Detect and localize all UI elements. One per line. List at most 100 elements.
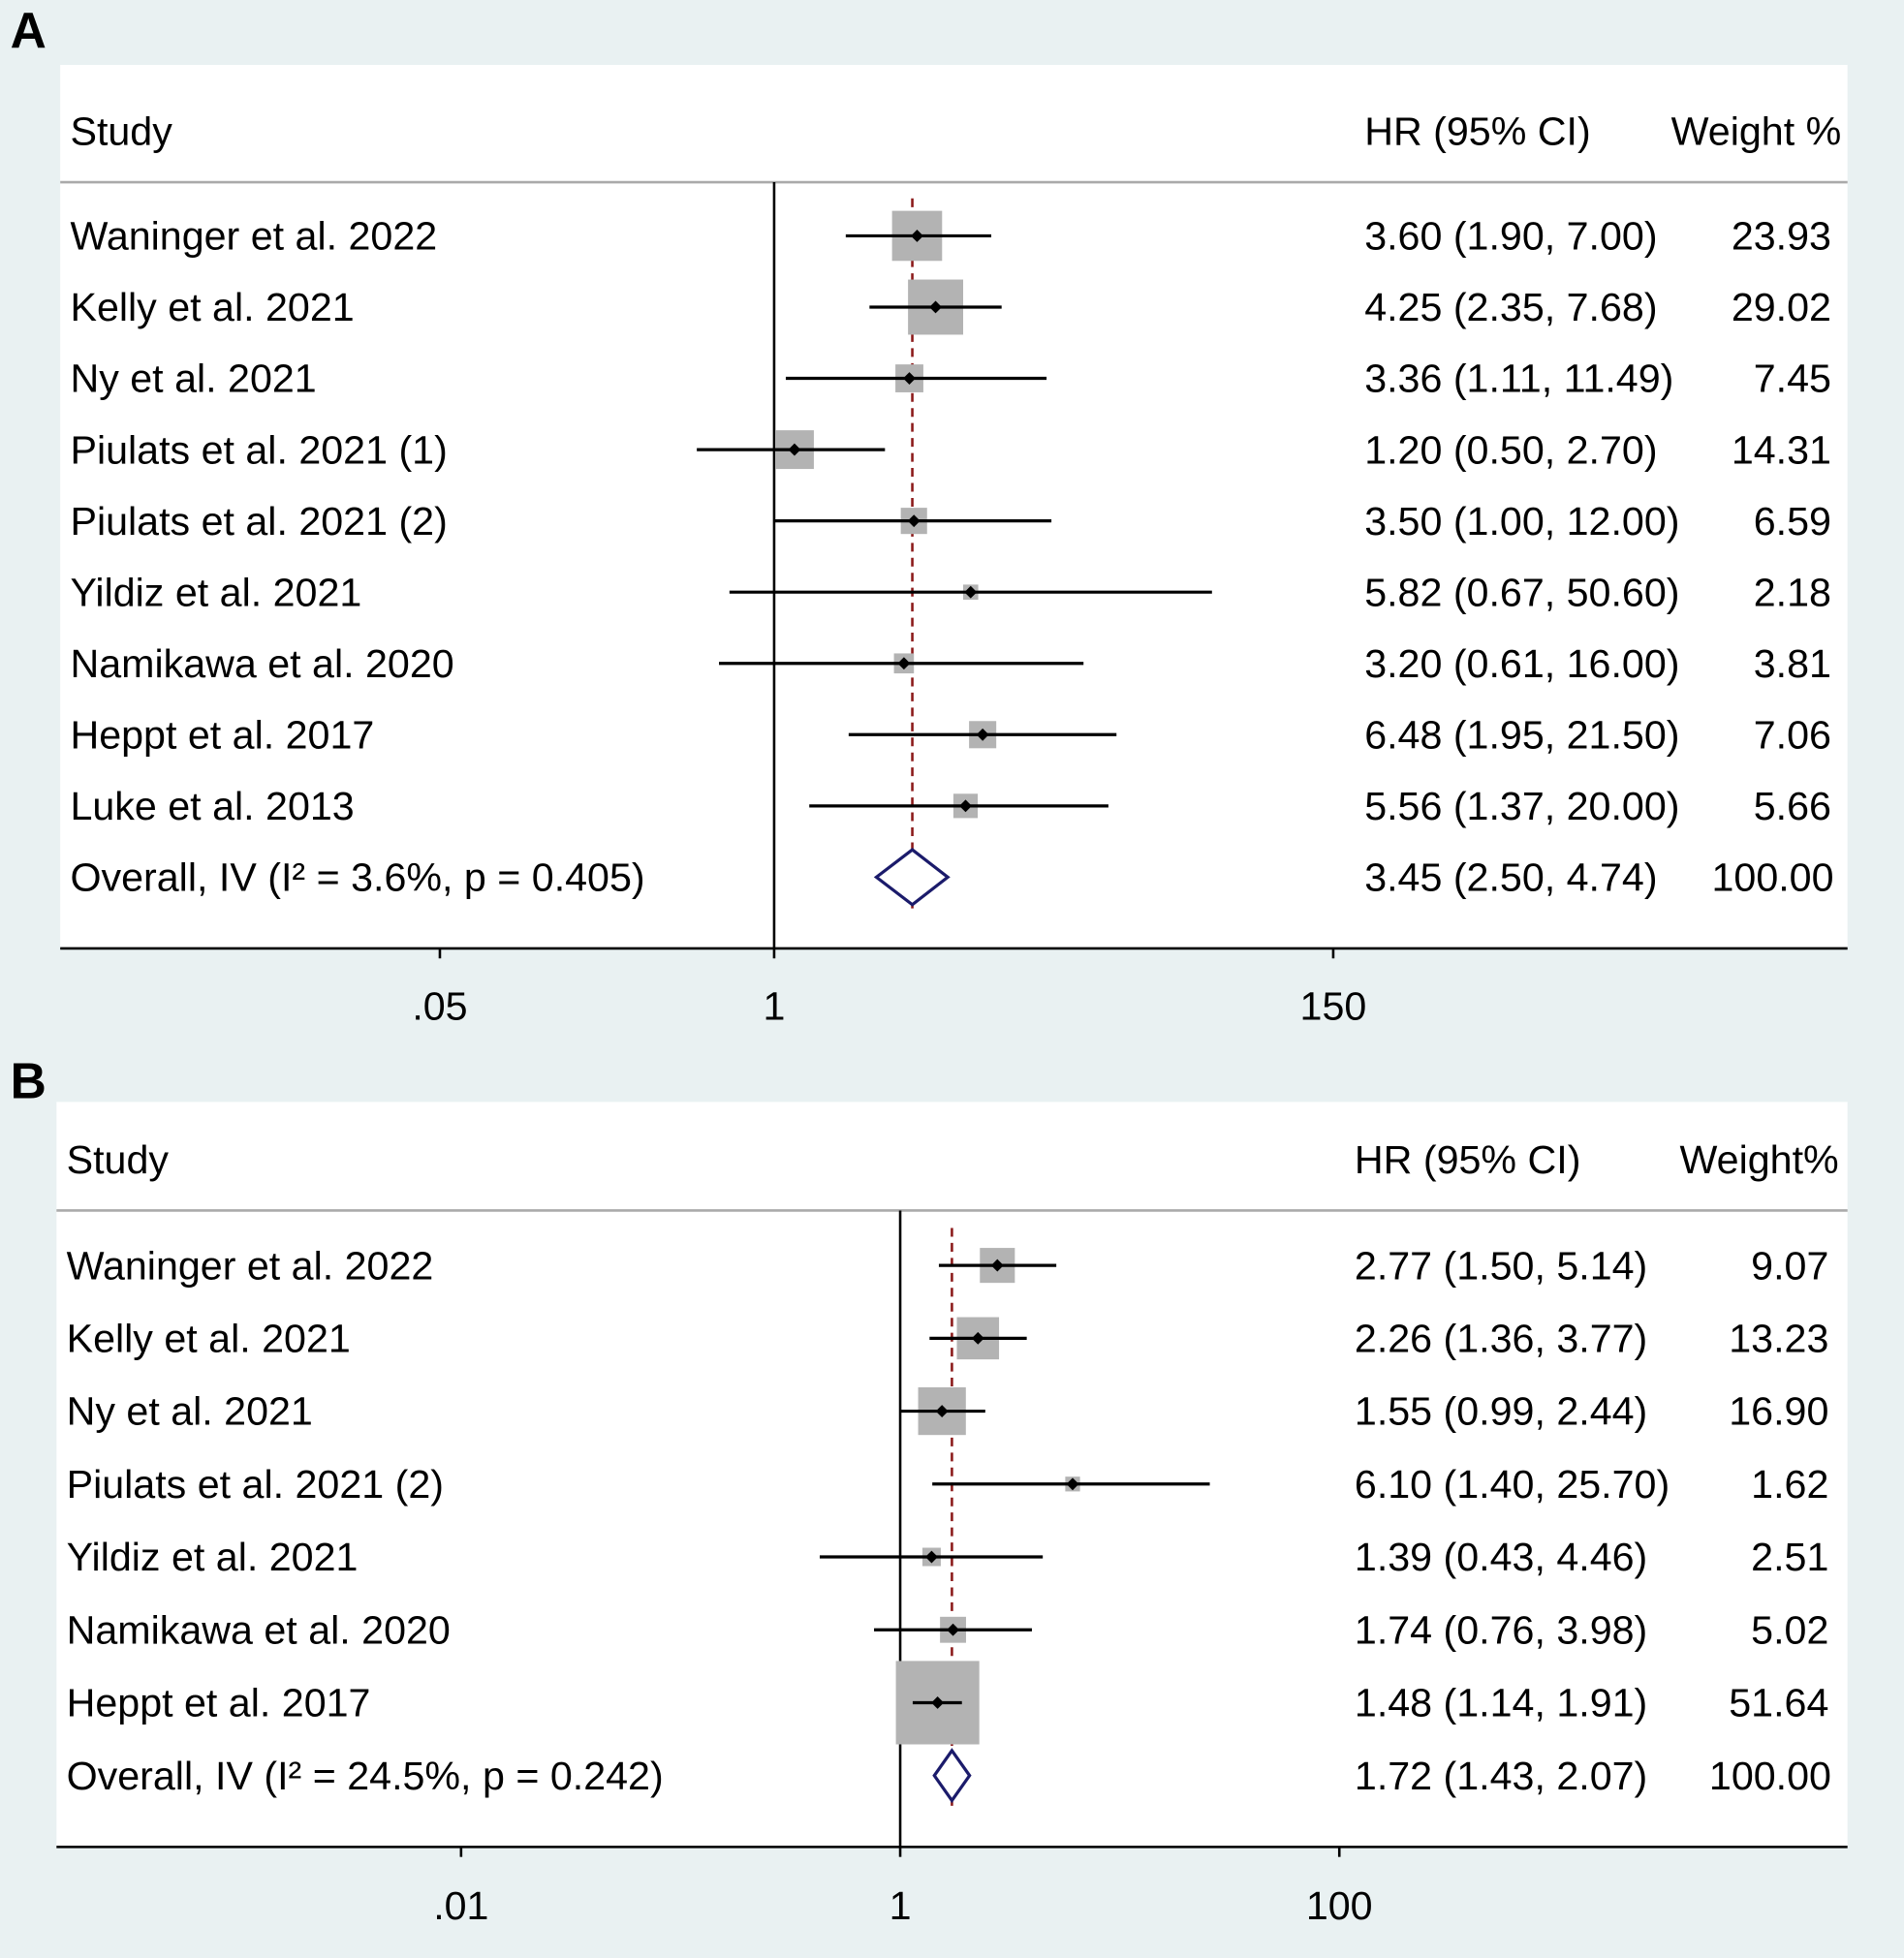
study-row: Yildiz et al. 2021 1.39 (0.43, 4.46) 2.51 xyxy=(67,1535,1829,1579)
overall-hr-ci-value: 1.72 (1.43, 2.07) xyxy=(1355,1754,1647,1798)
study-name: Kelly et al. 2021 xyxy=(67,1317,351,1361)
hr-ci-value: 3.20 (0.61, 16.00) xyxy=(1364,641,1679,686)
hr-ci-value: 3.36 (1.11, 11.49) xyxy=(1364,357,1673,401)
hr-ci-value: 1.55 (0.99, 2.44) xyxy=(1355,1389,1647,1434)
overall-label: Overall, IV (I² = 24.5%, p = 0.242) xyxy=(67,1754,664,1798)
point-estimate xyxy=(907,514,921,528)
hr-ci-value: 1.48 (1.14, 1.91) xyxy=(1355,1681,1647,1725)
weight-value: 16.90 xyxy=(1729,1389,1828,1434)
panel-label: A xyxy=(11,2,47,58)
study-name: Waninger et al. 2022 xyxy=(67,1243,434,1288)
hr-ci-value: 3.60 (1.90, 7.00) xyxy=(1364,214,1657,259)
x-tick-label: 150 xyxy=(1300,983,1367,1028)
x-tick-label: 100 xyxy=(1306,1883,1373,1928)
study-row: Ny et al. 2021 3.36 (1.11, 11.49) 7.45 xyxy=(70,357,1830,401)
point-estimate xyxy=(897,657,911,670)
weight-value: 13.23 xyxy=(1729,1317,1828,1361)
weight-value: 1.62 xyxy=(1751,1462,1828,1507)
hr-ci-value: 6.10 (1.40, 25.70) xyxy=(1355,1462,1670,1507)
x-tick-label: .01 xyxy=(433,1883,488,1928)
overall-hr-ci-value: 3.45 (2.50, 4.74) xyxy=(1364,855,1657,900)
point-estimate xyxy=(971,1331,984,1345)
overall-row: Overall, IV (I² = 3.6%, p = 0.405) 3.45 (… xyxy=(70,848,1834,907)
weight-value: 3.81 xyxy=(1754,641,1831,686)
hr-ci-value: 1.74 (0.76, 3.98) xyxy=(1355,1607,1647,1652)
point-estimate xyxy=(947,1623,959,1636)
header-estimate: HR (95% CI) xyxy=(1355,1137,1581,1182)
weight-value: 29.02 xyxy=(1732,285,1831,329)
study-row: Piulats et al. 2021 (2) 6.10 (1.40, 25.70… xyxy=(67,1462,1829,1507)
study-name: Piulats et al. 2021 (1) xyxy=(70,427,447,472)
study-name: Waninger et al. 2022 xyxy=(70,214,437,259)
overall-row: Overall, IV (I² = 24.5%, p = 0.242) 1.72 … xyxy=(67,1748,1831,1804)
weight-value: 5.66 xyxy=(1754,784,1831,828)
weight-value: 2.18 xyxy=(1754,570,1831,614)
study-name: Kelly et al. 2021 xyxy=(70,285,354,329)
header-estimate: HR (95% CI) xyxy=(1364,109,1591,153)
overall-weight-value: 100.00 xyxy=(1709,1754,1831,1798)
study-name: Heppt et al. 2017 xyxy=(67,1681,371,1725)
forest-panel-a: A Study HR (95% CI) Weight % Waninger et al.… xyxy=(11,2,1848,1028)
study-name: Heppt et al. 2017 xyxy=(70,712,374,757)
header-study: Study xyxy=(70,109,172,153)
point-estimate xyxy=(964,585,978,599)
study-row: Ny et al. 2021 1.55 (0.99, 2.44) 16.90 xyxy=(67,1386,1828,1436)
study-row: Piulats et al. 2021 (2) 3.50 (1.00, 12.00… xyxy=(70,499,1830,544)
study-row: Luke et al. 2013 5.56 (1.37, 20.00) 5.66 xyxy=(70,784,1830,828)
point-estimate xyxy=(925,1550,938,1564)
weight-value: 6.59 xyxy=(1754,499,1831,544)
study-row: Heppt et al. 2017 1.48 (1.14, 1.91) 51.64 xyxy=(67,1661,1828,1745)
study-name: Yildiz et al. 2021 xyxy=(67,1535,359,1579)
hr-ci-value: 2.77 (1.50, 5.14) xyxy=(1355,1243,1647,1288)
study-name: Namikawa et al. 2020 xyxy=(70,641,453,686)
study-name: Piulats et al. 2021 (2) xyxy=(67,1462,444,1507)
point-estimate xyxy=(931,1696,945,1709)
hr-ci-value: 3.50 (1.00, 12.00) xyxy=(1364,499,1679,544)
x-tick-label: .05 xyxy=(412,983,467,1028)
overall-diamond xyxy=(873,848,951,907)
study-row: Namikawa et al. 2020 3.20 (0.61, 16.00) 3.… xyxy=(70,641,1830,686)
hr-ci-value: 1.39 (0.43, 4.46) xyxy=(1355,1535,1647,1579)
study-row: Piulats et al. 2021 (1) 1.20 (0.50, 2.70)… xyxy=(70,427,1830,472)
x-tick-label: 1 xyxy=(763,983,785,1028)
study-name: Ny et al. 2021 xyxy=(67,1389,313,1434)
panel-label: B xyxy=(11,1053,47,1109)
weight-value: 5.02 xyxy=(1751,1607,1828,1652)
study-row: Heppt et al. 2017 6.48 (1.95, 21.50) 7.06 xyxy=(70,712,1830,757)
point-estimate xyxy=(788,443,801,456)
hr-ci-value: 2.26 (1.36, 3.77) xyxy=(1355,1317,1647,1361)
study-name: Luke et al. 2013 xyxy=(70,784,354,828)
study-row: Yildiz et al. 2021 5.82 (0.67, 50.60) 2.18 xyxy=(70,570,1830,614)
weight-value: 23.93 xyxy=(1732,214,1831,259)
weight-value: 14.31 xyxy=(1732,427,1831,472)
overall-diamond xyxy=(932,1748,972,1804)
study-row: Kelly et al. 2021 4.25 (2.35, 7.68) 29.02 xyxy=(70,279,1831,335)
weight-value: 51.64 xyxy=(1729,1681,1828,1725)
x-tick-label: 1 xyxy=(890,1883,912,1928)
hr-ci-value: 4.25 (2.35, 7.68) xyxy=(1364,285,1657,329)
point-estimate xyxy=(935,1405,949,1418)
hr-ci-value: 5.56 (1.37, 20.00) xyxy=(1364,784,1679,828)
study-row: Waninger et al. 2022 2.77 (1.50, 5.14) 9.0… xyxy=(67,1243,1829,1288)
weight-value: 9.07 xyxy=(1751,1243,1828,1288)
study-name: Ny et al. 2021 xyxy=(70,357,316,401)
header-weight: Weight % xyxy=(1671,109,1842,153)
weight-value: 7.45 xyxy=(1754,357,1831,401)
study-row: Kelly et al. 2021 2.26 (1.36, 3.77) 13.23 xyxy=(67,1317,1829,1361)
point-estimate xyxy=(1066,1477,1079,1491)
study-name: Namikawa et al. 2020 xyxy=(67,1607,451,1652)
study-row: Waninger et al. 2022 3.60 (1.90, 7.00) 23.… xyxy=(70,210,1831,262)
hr-ci-value: 6.48 (1.95, 21.50) xyxy=(1364,712,1679,757)
overall-label: Overall, IV (I² = 3.6%, p = 0.405) xyxy=(70,855,644,900)
hr-ci-value: 1.20 (0.50, 2.70) xyxy=(1364,427,1657,472)
overall-weight-value: 100.00 xyxy=(1711,855,1833,900)
weight-value: 7.06 xyxy=(1754,712,1831,757)
header-weight: Weight% xyxy=(1680,1137,1839,1182)
weight-value: 2.51 xyxy=(1751,1535,1828,1579)
point-estimate xyxy=(959,799,972,813)
header-study: Study xyxy=(67,1137,170,1182)
study-name: Piulats et al. 2021 (2) xyxy=(70,499,447,544)
forest-panel-b: B Study HR (95% CI) Weight% Waninger et al. … xyxy=(11,1053,1848,1928)
